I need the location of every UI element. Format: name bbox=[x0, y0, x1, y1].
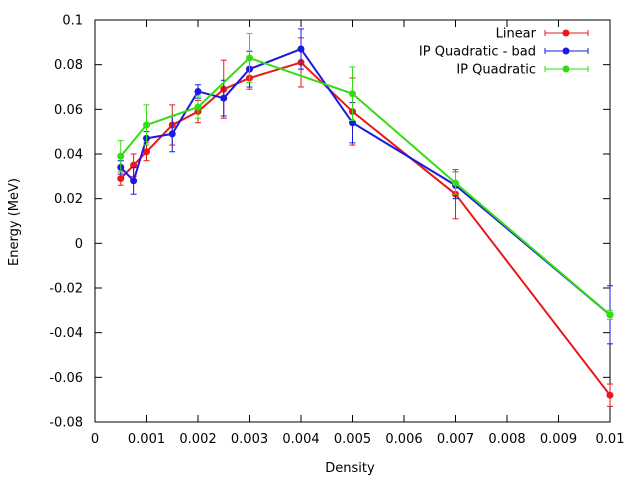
x-tick-labels: 0 0.001 0.002 0.003 0.004 0.005 0.006 0.007 0.00… bbox=[91, 432, 625, 447]
y-tick-label: -0.02 bbox=[49, 282, 83, 297]
data-point bbox=[117, 175, 125, 183]
x-tick-label: 0.002 bbox=[179, 432, 216, 447]
data-point bbox=[297, 45, 305, 53]
series-2 bbox=[117, 28, 614, 345]
series-line bbox=[120, 61, 611, 396]
legend-entry: Linear bbox=[496, 27, 589, 42]
x-tick-label: 0.006 bbox=[385, 432, 422, 447]
y-tick-label: -0.04 bbox=[49, 326, 83, 341]
x-tick-label: 0.005 bbox=[334, 432, 371, 447]
data-point bbox=[117, 152, 125, 160]
data-point bbox=[194, 87, 202, 95]
x-tick-label: 0.001 bbox=[128, 432, 165, 447]
legend-marker bbox=[562, 29, 570, 37]
x-tick-label: 0 bbox=[91, 432, 99, 447]
y-tick-label: 0.1 bbox=[62, 14, 83, 29]
y-tick-label: 0.08 bbox=[54, 58, 83, 73]
legend-marker bbox=[562, 47, 570, 55]
legend-entry: IP Quadratic bbox=[456, 63, 589, 78]
legend: Linear IP Quadratic - bad IP Quadratic bbox=[419, 27, 589, 78]
x-tick-label: 0.007 bbox=[437, 432, 474, 447]
x-tick-label: 0.009 bbox=[540, 432, 577, 447]
series-1 bbox=[117, 37, 614, 407]
legend-entry: IP Quadratic - bad bbox=[419, 45, 589, 60]
y-tick-labels: -0.08 -0.06 -0.04 -0.02 0 0.02 0.04 0.06 0.08 0.1 bbox=[49, 14, 83, 431]
x-tick-label: 0.004 bbox=[282, 432, 319, 447]
x-tick-label: 0.008 bbox=[488, 432, 525, 447]
data-point bbox=[220, 94, 228, 102]
y-tick-label: 0.02 bbox=[54, 192, 83, 207]
y-tick-label: 0.04 bbox=[54, 148, 83, 163]
series-layer bbox=[117, 28, 614, 407]
x-tick-label: 0.003 bbox=[231, 432, 268, 447]
y-axis-label: Energy (MeV) bbox=[7, 178, 22, 266]
data-point bbox=[606, 391, 614, 399]
y-tick-label: -0.08 bbox=[49, 416, 83, 431]
legend-label: IP Quadratic bbox=[456, 63, 536, 78]
x-tick-label: 0.01 bbox=[596, 432, 625, 447]
x-axis-label: Density bbox=[325, 461, 375, 476]
data-point bbox=[143, 148, 150, 156]
y-tick-label: 0 bbox=[75, 237, 83, 252]
data-point bbox=[349, 90, 356, 98]
data-point bbox=[168, 130, 176, 138]
data-point bbox=[194, 103, 202, 111]
series-3 bbox=[117, 32, 614, 320]
data-point bbox=[452, 179, 459, 187]
y-tick-label: 0.06 bbox=[54, 103, 83, 118]
data-point bbox=[606, 311, 614, 319]
legend-label: IP Quadratic - bad bbox=[419, 45, 536, 60]
axis-ticks bbox=[94, 19, 611, 423]
data-point bbox=[246, 54, 253, 62]
series-line bbox=[120, 48, 611, 316]
legend-marker bbox=[562, 65, 570, 73]
legend-label: Linear bbox=[496, 27, 537, 42]
data-point bbox=[130, 177, 138, 185]
y-tick-label: -0.06 bbox=[49, 371, 83, 386]
data-point bbox=[143, 121, 150, 129]
